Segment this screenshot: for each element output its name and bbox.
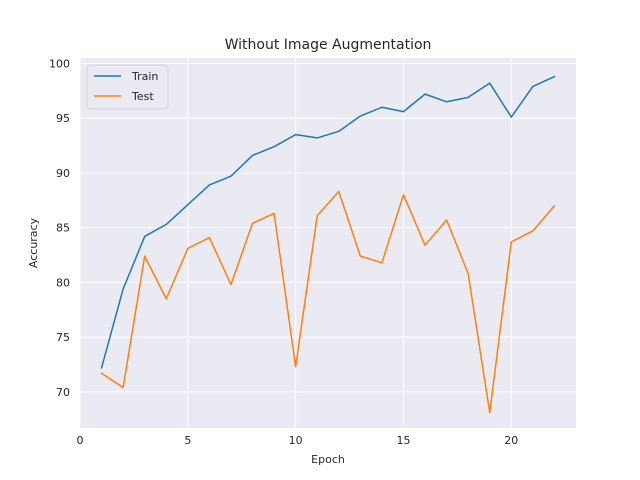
y-tick-labels: 70 75 80 85 90 95 100 [49, 57, 70, 398]
legend-label-test: Test [131, 90, 154, 103]
x-tick-label: 10 [289, 434, 303, 447]
series-line-test [100, 190, 556, 414]
x-tick-label: 5 [184, 434, 191, 447]
x-tick-label: 0 [77, 434, 84, 447]
chart-title: Without Image Augmentation [225, 37, 432, 53]
series-lines [100, 75, 556, 414]
x-tick-labels: 0 5 10 15 20 [77, 434, 519, 447]
legend-label-train: Train [131, 70, 158, 83]
y-tick-label: 75 [56, 331, 70, 344]
plot-area [80, 58, 576, 428]
x-tick-label: 20 [504, 434, 518, 447]
y-axis-label: Accuracy [27, 217, 40, 268]
series-line-train [100, 75, 556, 369]
y-tick-label: 90 [56, 167, 70, 180]
x-tick-label: 15 [396, 434, 410, 447]
x-axis-label: Epoch [311, 453, 345, 466]
legend: Train Test [86, 64, 169, 110]
grid [79, 58, 576, 428]
y-tick-label: 95 [56, 112, 70, 125]
y-tick-label: 85 [56, 222, 70, 235]
y-tick-label: 100 [49, 57, 70, 70]
y-tick-label: 80 [56, 276, 70, 289]
y-tick-label: 70 [56, 386, 70, 399]
